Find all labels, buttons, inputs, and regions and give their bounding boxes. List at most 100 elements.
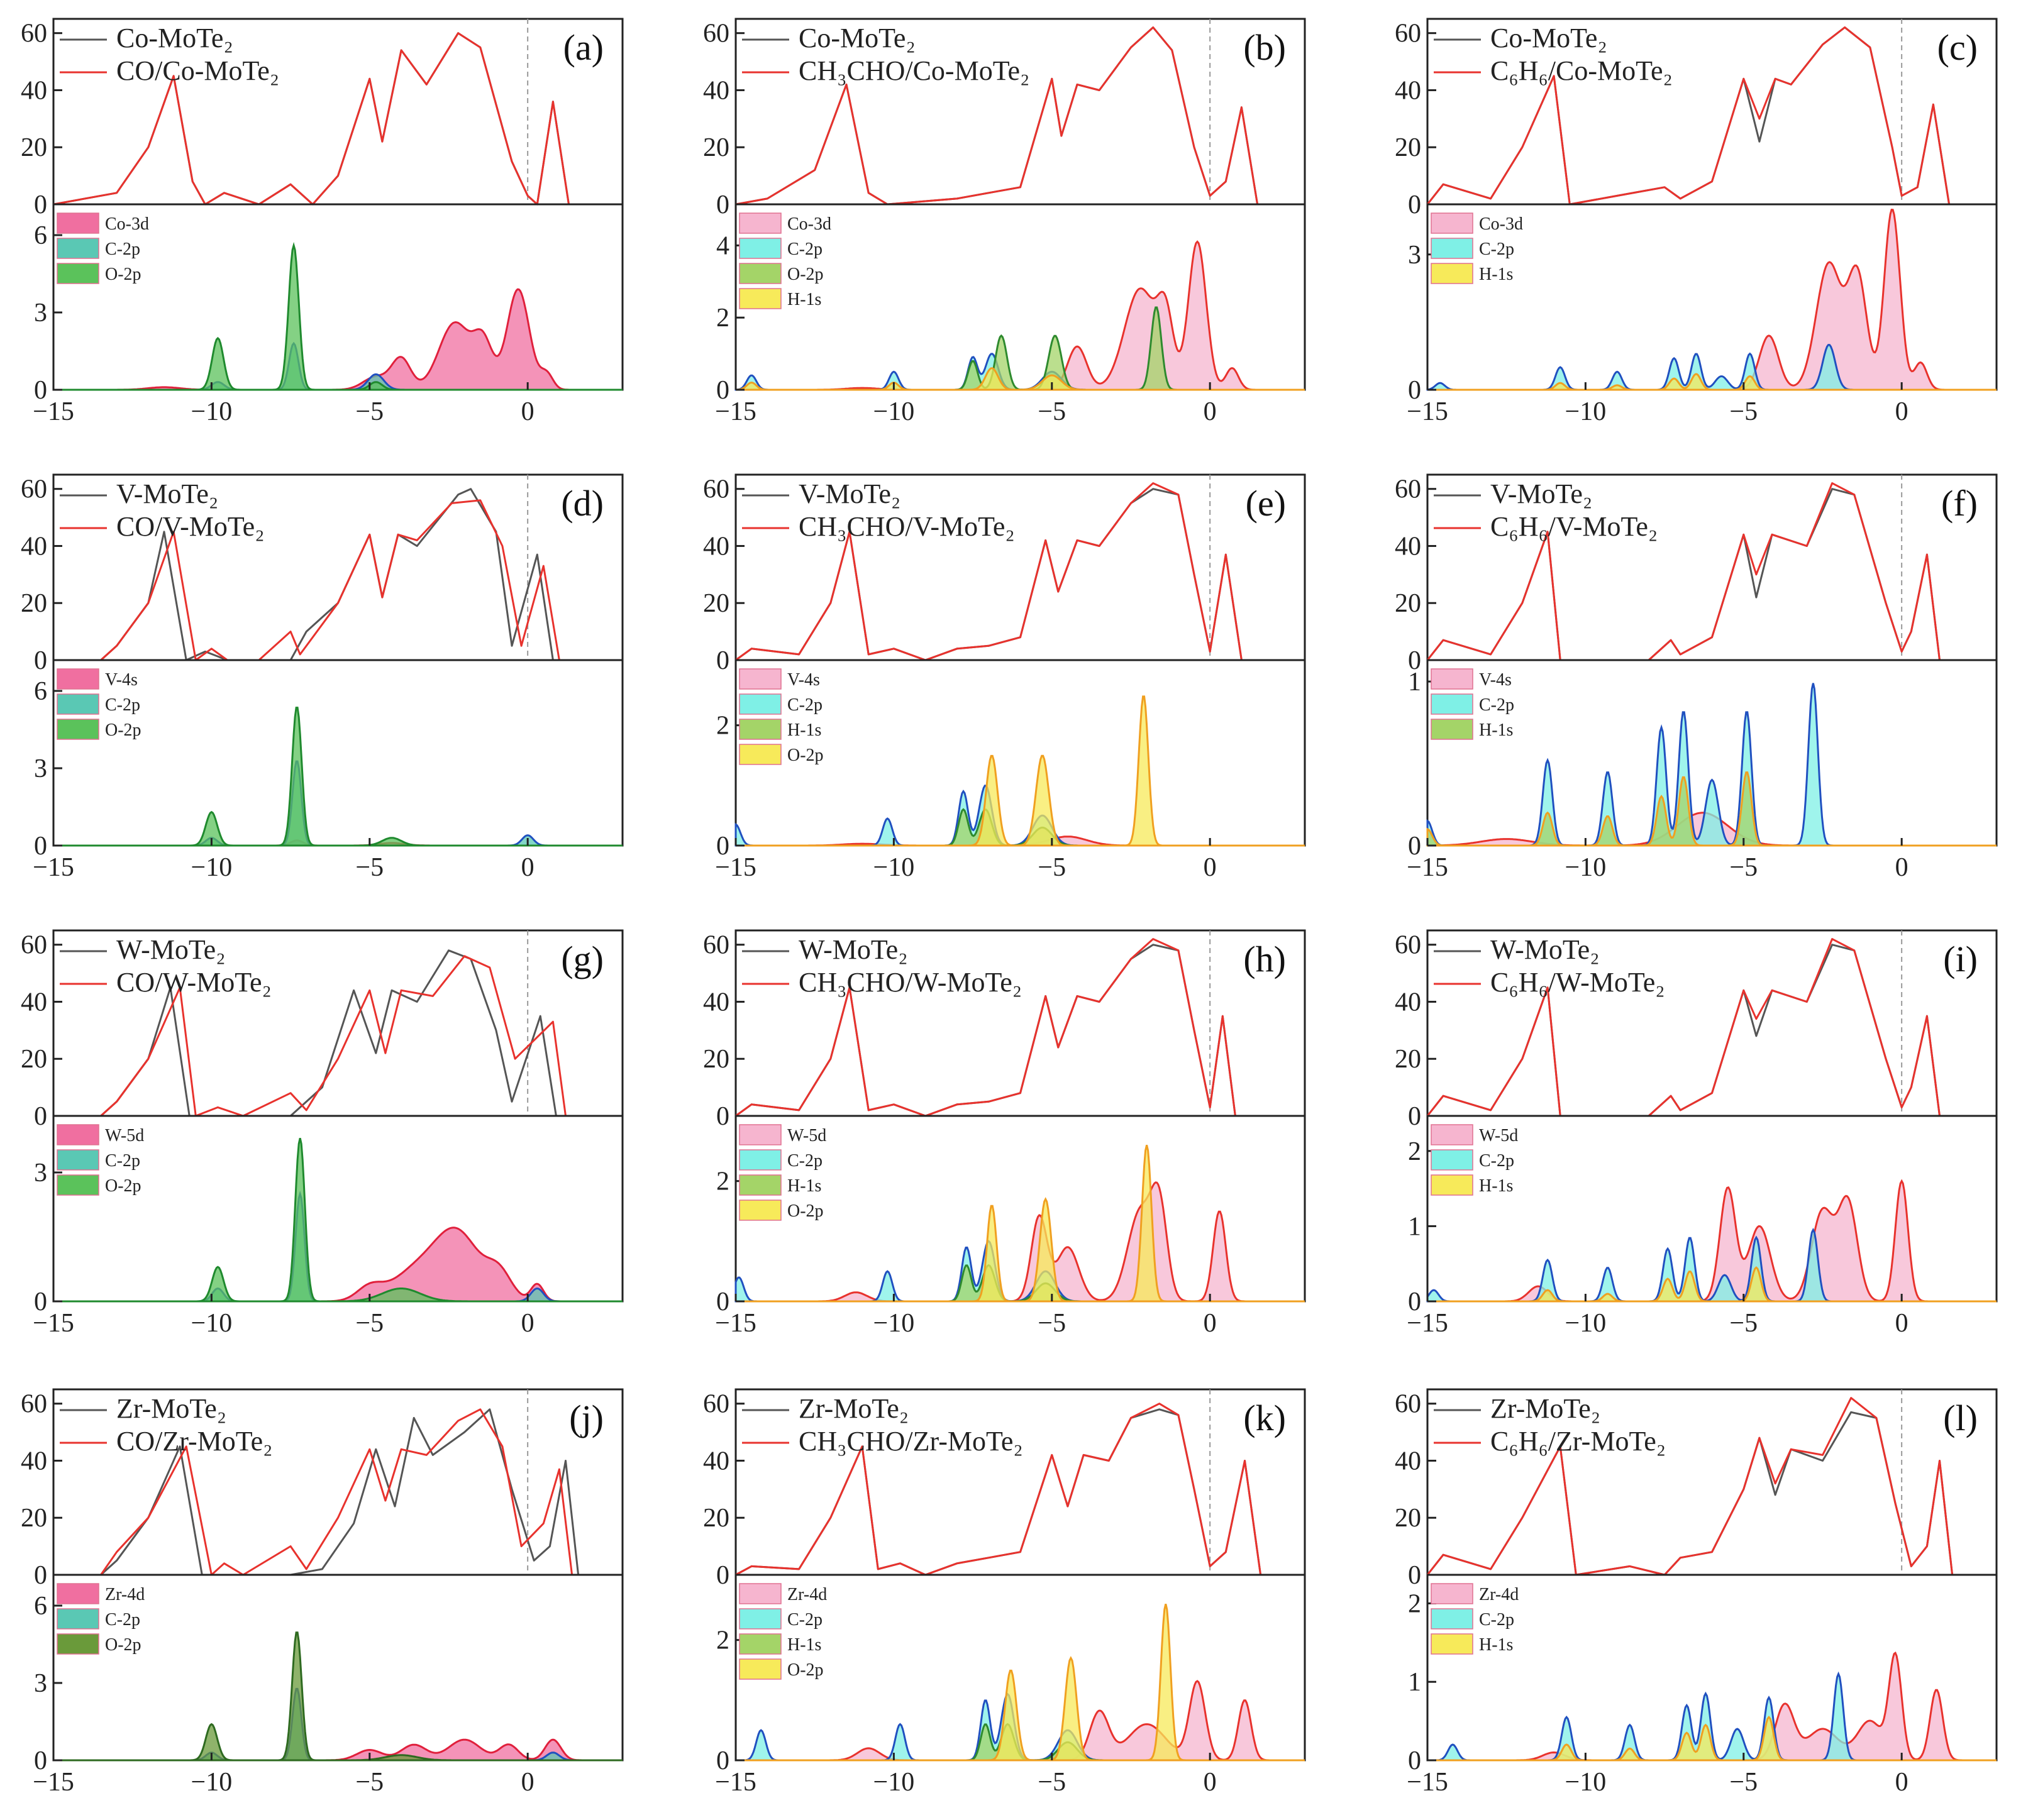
series-line-adsorbed [1426,482,1997,661]
panel-label: (g) [561,939,604,979]
series-line-adsorbed [1426,938,1997,1117]
pdos-area-o-2p [53,1631,623,1762]
legend-label: C-2p [1479,1151,1514,1171]
y-tick-label: 0 [716,376,729,405]
legend-label: V-4s [787,670,820,690]
legend-swatch-box [57,1608,99,1630]
legend-label: V-MoTe₂ [116,478,218,509]
x-tick-label: −15 [715,1309,756,1338]
y-tick-label: 2 [716,1626,729,1655]
x-tick-label: −5 [1038,1768,1066,1797]
legend-swatch-box [57,668,99,690]
y-tick-label: 0 [34,190,47,219]
legend-label: CO/Zr-MoTe₂ [116,1426,272,1457]
series-line-adsorbed [53,1408,623,1576]
legend-label: Co-3d [1479,214,1523,234]
y-tick-label: 20 [21,589,47,618]
x-tick-label: −10 [191,1768,233,1797]
y-tick-label: 60 [703,1390,729,1419]
legend-label: W-5d [1479,1126,1518,1145]
legend-label: C-2p [105,240,140,259]
x-tick-label: −15 [33,853,74,882]
x-tick-label: −10 [873,1768,915,1797]
pdos-area-w-5d [1427,1179,1997,1303]
x-tick-label: 0 [521,853,535,882]
legend-label: Co-MoTe₂ [1490,23,1607,53]
legend-swatch-box [57,1583,99,1604]
y-tick-label: 6 [34,221,47,250]
legend-label: Zr-4d [787,1585,827,1604]
x-tick-label: −15 [1407,397,1448,426]
y-tick-label: 0 [34,1746,47,1775]
legend-label: O-2p [105,1176,141,1196]
y-tick-label: 20 [703,589,729,618]
legend-swatch-box [739,719,782,740]
pdos-area-o-2p [53,241,623,391]
legend-swatch-box [739,1124,782,1145]
x-tick-label: −5 [1729,1768,1758,1797]
legend-swatch-box [1431,719,1473,740]
x-tick-label: 0 [1204,853,1217,882]
legend-label: C-2p [1479,695,1514,715]
x-tick-label: −10 [873,853,915,882]
legend-label: Co-3d [787,214,831,234]
legend-label: O-2p [787,1660,824,1680]
y-tick-label: 0 [716,646,729,675]
y-tick-label: 0 [716,1102,729,1131]
legend-label: CH₃CHO/W-MoTe₂ [799,967,1022,998]
x-tick-label: −5 [1729,1309,1758,1338]
legend-label: C-2p [787,1610,823,1630]
legend-label: V-MoTe₂ [1490,478,1592,509]
legend-label: V-4s [105,670,138,690]
legend-label: Co-MoTe₂ [116,23,233,53]
panel-label: (d) [561,483,604,524]
y-tick-label: 0 [1408,376,1421,405]
pdos-area-h-1s [736,808,1305,847]
x-tick-label: −15 [715,853,756,882]
x-tick-label: 0 [521,397,535,426]
pdos-area-h-1s [1427,1716,1997,1762]
y-tick-label: 20 [1395,133,1421,162]
y-tick-label: 60 [1395,19,1421,48]
legend-swatch-box [739,288,782,309]
legend-label: C-2p [105,695,140,715]
legend-label: C-2p [105,1151,140,1171]
y-tick-label: 3 [34,754,47,783]
y-tick-label: 20 [21,1504,47,1533]
y-tick-label: 60 [703,475,729,504]
y-tick-label: 0 [716,1746,729,1775]
y-tick-label: 20 [1395,1504,1421,1533]
x-tick-label: 0 [1895,1309,1908,1338]
y-tick-label: 60 [703,19,729,48]
legend-swatch-box [1431,212,1473,234]
y-tick-label: 0 [34,376,47,405]
legend-label: C-2p [105,1610,140,1630]
y-tick-label: 0 [1408,1561,1421,1590]
y-tick-label: 0 [34,832,47,861]
y-tick-label: 60 [21,931,47,960]
panel-label: (a) [563,27,604,68]
legend-swatch-box [739,238,782,259]
pdos-area-o-2p [53,1137,623,1303]
x-tick-label: −15 [715,1768,756,1797]
pdos-area-h-1s [1427,1266,1997,1303]
pdos-area-h-1s [1427,373,1997,391]
legend-swatch-box [739,1608,782,1630]
legend-label: H-1s [787,720,821,740]
legend-swatch-box [739,1200,782,1221]
x-tick-label: −5 [1729,397,1758,426]
legend-swatch-box [57,693,99,715]
y-tick-label: 0 [716,1288,729,1316]
legend-swatch-box [739,744,782,765]
legend-label: Zr-4d [105,1585,145,1604]
panel-label: (e) [1246,483,1286,524]
series-line-pristine [735,26,1305,206]
y-tick-label: 1 [1408,1212,1421,1241]
y-tick-label: 2 [716,1167,729,1196]
legend-swatch-box [739,212,782,234]
legend-label: O-2p [787,265,824,284]
